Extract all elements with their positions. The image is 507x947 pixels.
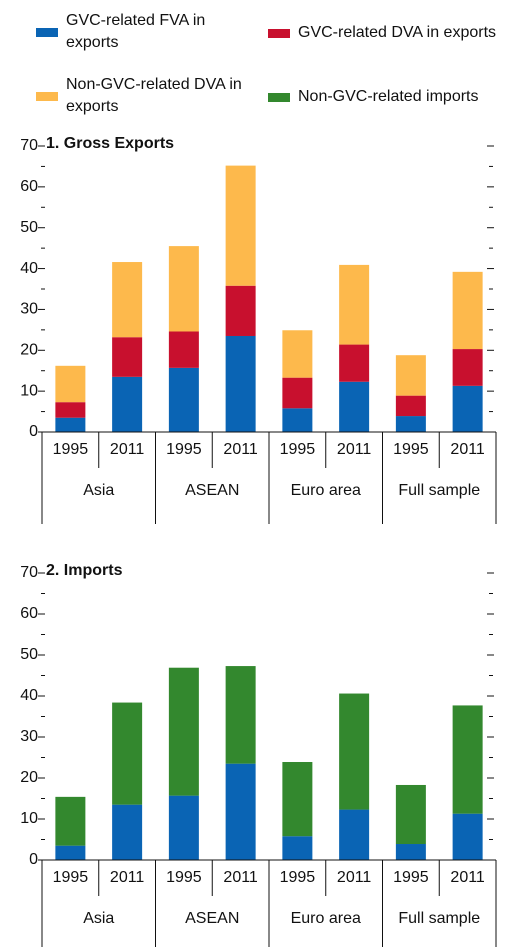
group-label: Full sample	[398, 482, 481, 499]
bar-segment	[168, 795, 199, 860]
y-tick-label: 30	[20, 301, 38, 318]
bar-segment	[395, 395, 426, 417]
bar-segment	[112, 376, 143, 432]
legend-item: GVC-related FVA in exports	[36, 10, 236, 54]
bar-segment	[282, 762, 313, 837]
bar-segment	[55, 402, 86, 418]
bar-segment	[55, 365, 86, 403]
x-tick-label: 1995	[53, 441, 89, 458]
y-tick-label: 0	[29, 851, 38, 868]
bar-segment	[452, 349, 483, 386]
x-tick-label: 2011	[110, 441, 145, 458]
bar-segment	[112, 262, 143, 338]
group-label: Asia	[83, 482, 115, 499]
bar-segment	[452, 385, 483, 432]
bar-segment	[282, 408, 313, 432]
x-tick-label: 1995	[280, 441, 316, 458]
bar-segment	[168, 667, 199, 796]
y-tick-label: 20	[20, 342, 38, 359]
y-tick-label: 50	[20, 646, 38, 663]
x-tick-label: 2011	[223, 869, 258, 886]
bar-segment	[395, 784, 426, 845]
bar-segment	[339, 809, 370, 860]
bar-segment	[395, 355, 426, 396]
group-label: Full sample	[398, 910, 481, 927]
y-tick-label: 60	[20, 605, 38, 622]
x-tick-label: 2011	[337, 869, 372, 886]
bar-segment	[395, 844, 426, 860]
bar-segment	[339, 344, 370, 382]
bar-segment	[55, 417, 86, 432]
legend-swatch	[268, 92, 290, 102]
bar-segment	[225, 285, 256, 336]
y-tick-label: 70	[20, 137, 38, 154]
x-tick-label: 1995	[166, 869, 202, 886]
bar-segment	[395, 416, 426, 432]
bar-segment	[452, 813, 483, 860]
legend-item: Non-GVC-related DVA in exports	[36, 74, 246, 118]
legend-item: Non-GVC-related imports	[268, 86, 507, 108]
bar-segment	[339, 264, 370, 345]
group-label: Euro area	[290, 482, 361, 499]
legend-item: GVC-related DVA in exports	[268, 22, 507, 44]
y-tick-label: 10	[20, 810, 38, 827]
bar-segment	[282, 377, 313, 409]
bar-segment	[452, 271, 483, 350]
bar-segment	[55, 796, 86, 846]
legend-label: Non-GVC-related imports	[298, 88, 479, 105]
x-tick-label: 2011	[110, 869, 145, 886]
y-tick-label: 10	[20, 382, 38, 399]
y-tick-label: 40	[20, 687, 38, 704]
y-tick-label: 0	[29, 423, 38, 440]
legend-label: Non-GVC-related DVA in exports	[66, 76, 242, 115]
x-tick-label: 1995	[166, 441, 202, 458]
y-tick-label: 60	[20, 178, 38, 195]
legend-swatch	[36, 27, 58, 37]
bar-segment	[282, 330, 313, 378]
bar-segment	[225, 335, 256, 432]
bar-segment	[339, 693, 370, 810]
y-tick-label: 50	[20, 219, 38, 236]
bar-segment	[112, 337, 143, 377]
bar-segment	[168, 367, 199, 432]
group-label: Asia	[83, 910, 115, 927]
bar-segment	[339, 381, 370, 432]
bar-segment	[55, 845, 86, 860]
legend-label: GVC-related FVA in exports	[66, 12, 206, 51]
bar-segment	[225, 763, 256, 860]
x-tick-label: 1995	[393, 441, 429, 458]
bar-segment	[452, 705, 483, 814]
group-label: ASEAN	[185, 910, 240, 927]
y-tick-label: 40	[20, 260, 38, 277]
group-label: Euro area	[290, 910, 361, 927]
bar-segment	[168, 331, 199, 368]
bar-segment	[112, 804, 143, 860]
group-label: ASEAN	[185, 482, 240, 499]
x-tick-label: 1995	[280, 869, 316, 886]
bar-segment	[225, 165, 256, 286]
bar-segment	[168, 246, 199, 332]
y-tick-label: 70	[20, 564, 38, 581]
x-tick-label: 1995	[393, 869, 429, 886]
x-tick-label: 1995	[53, 869, 89, 886]
bar-segment	[282, 836, 313, 860]
x-tick-label: 2011	[450, 441, 485, 458]
chart-title: 1. Gross Exports	[46, 135, 174, 152]
legend-swatch	[36, 91, 58, 101]
legend-label: GVC-related DVA in exports	[298, 24, 497, 41]
bar-segment	[112, 702, 143, 805]
y-tick-label: 20	[20, 769, 38, 786]
chart-title: 2. Imports	[46, 562, 123, 579]
x-tick-label: 2011	[223, 441, 258, 458]
x-tick-label: 2011	[450, 869, 485, 886]
y-tick-label: 30	[20, 728, 38, 745]
legend-swatch	[268, 28, 290, 38]
bar-segment	[225, 666, 256, 764]
x-tick-label: 2011	[337, 441, 372, 458]
